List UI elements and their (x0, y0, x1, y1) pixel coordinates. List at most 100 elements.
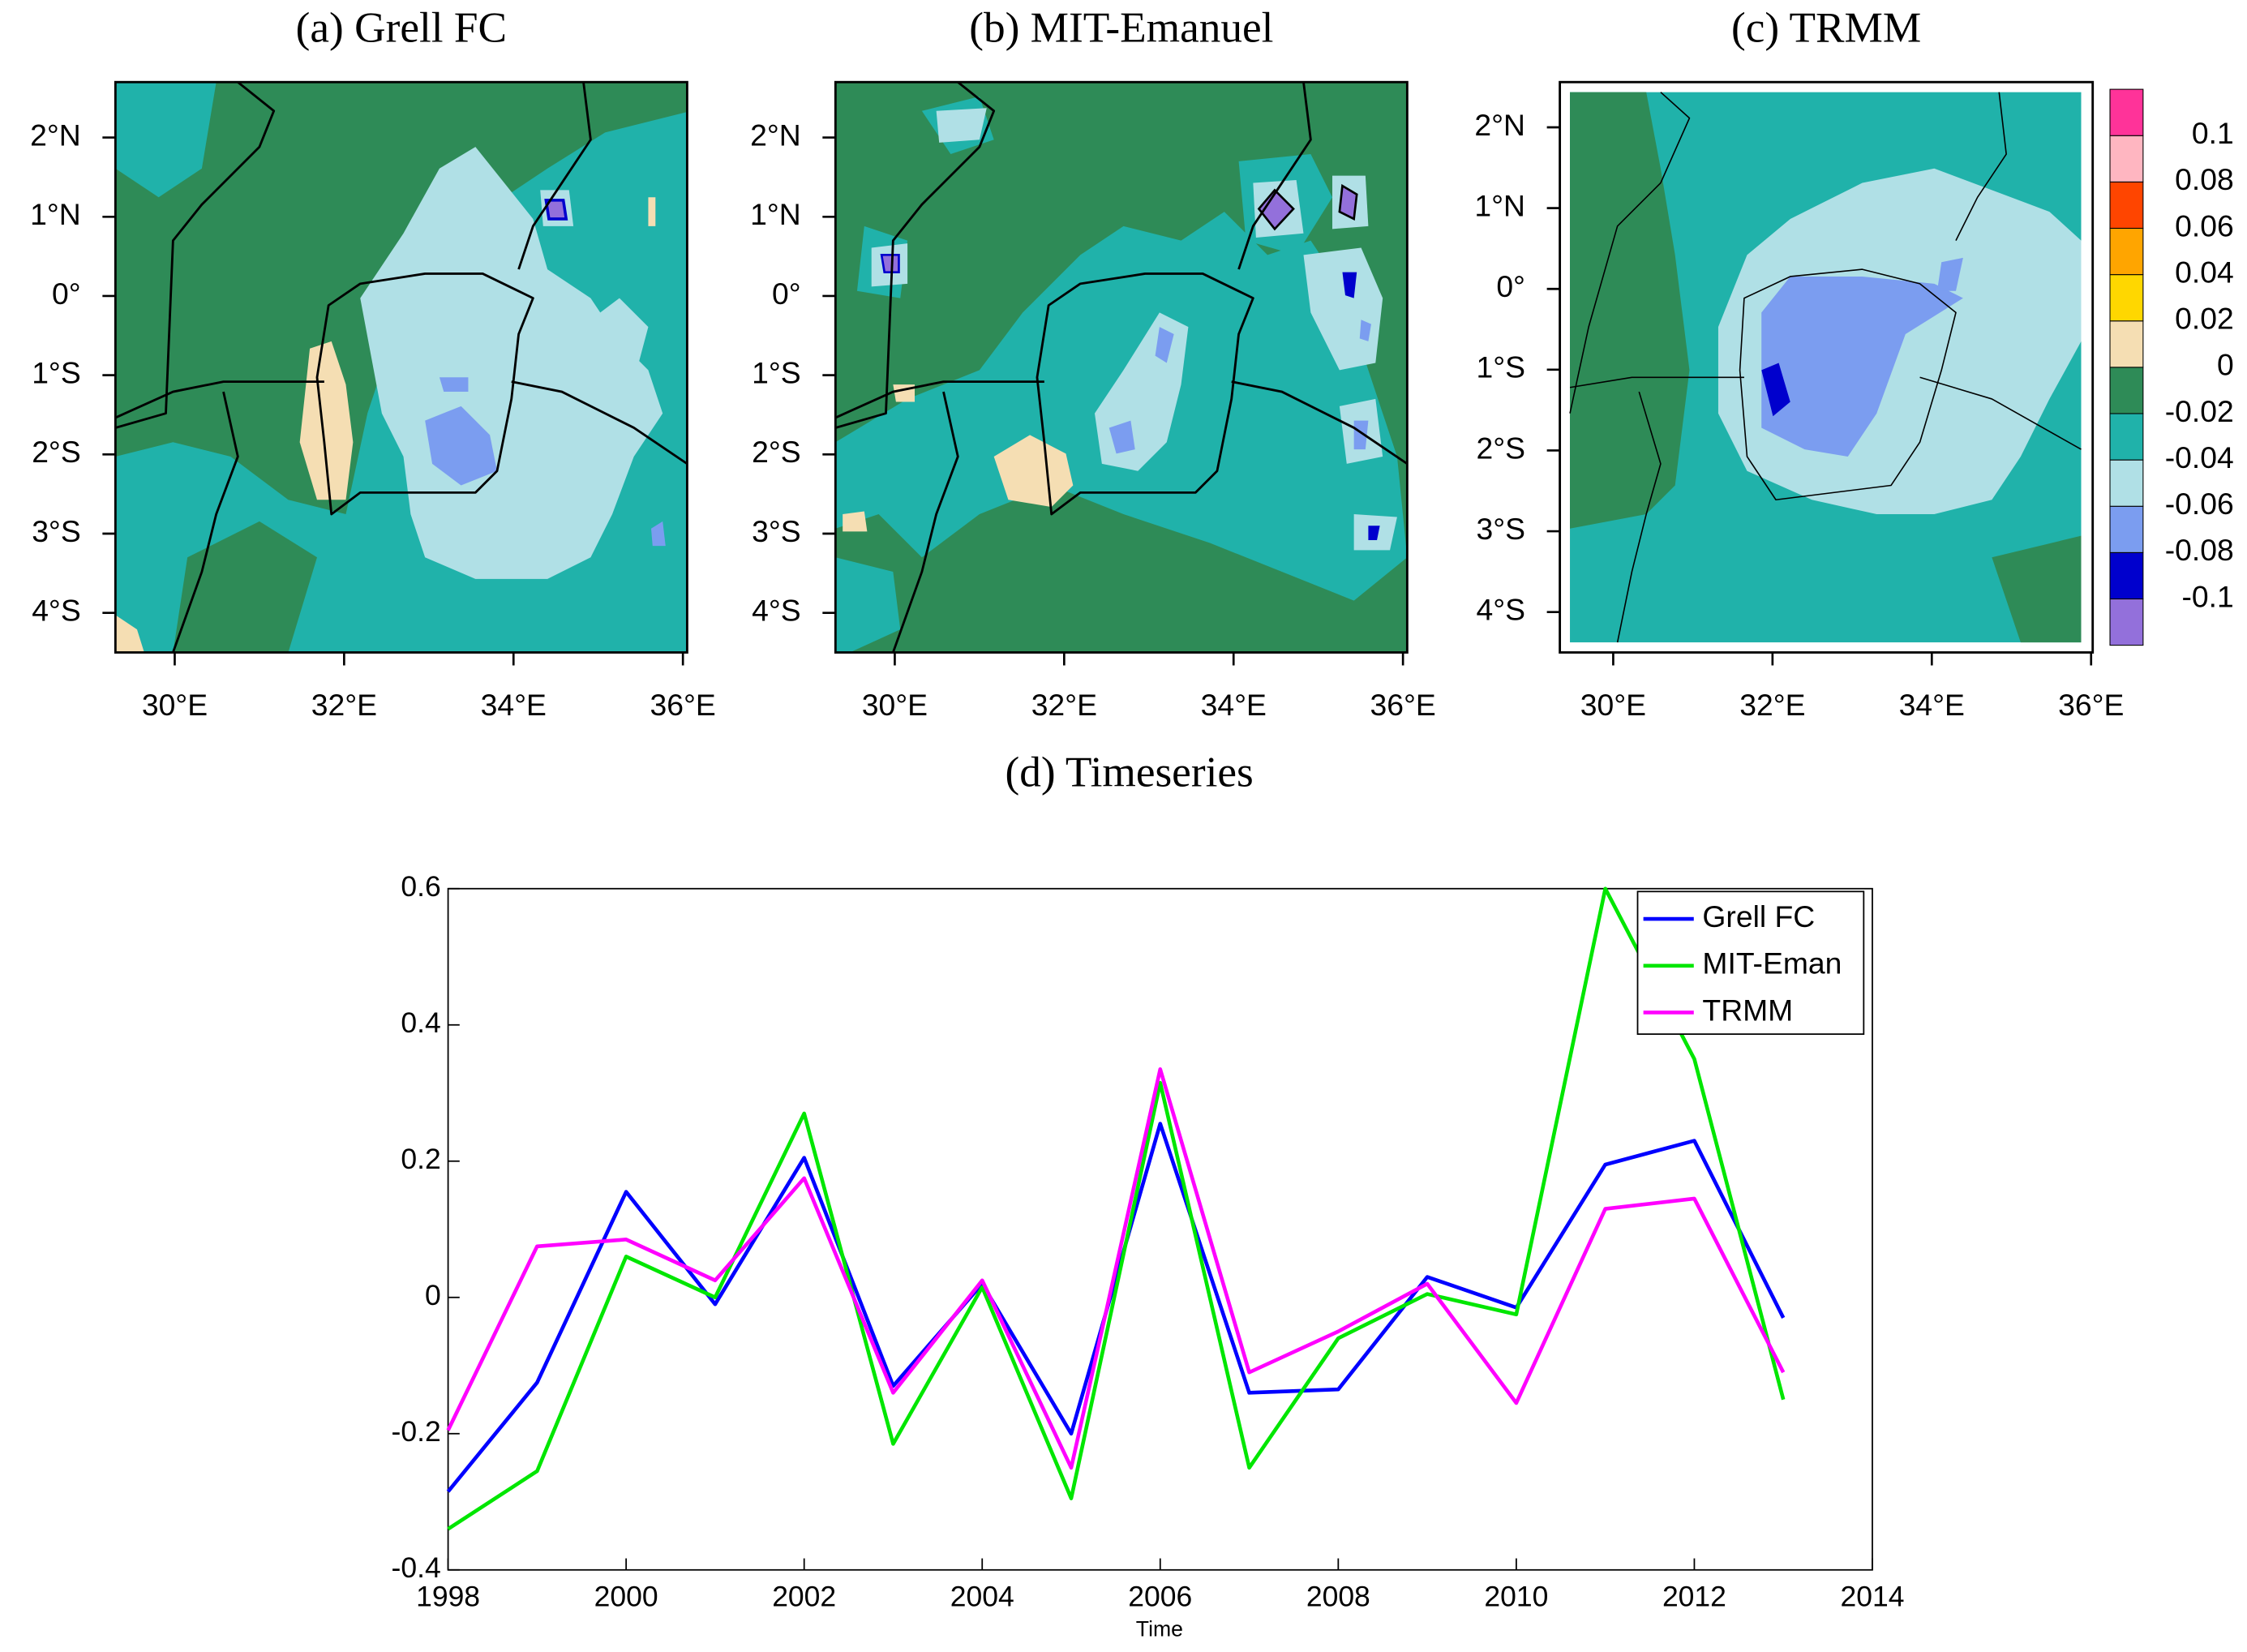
chart-title: (d) Timeseries (1005, 748, 1253, 796)
x-tick-label: 2010 (1484, 1581, 1548, 1613)
data-line (446, 1122, 1786, 1493)
colorbar-box (2109, 320, 2144, 368)
contour-field (835, 82, 1408, 653)
colorbar-label: 0.06 (2175, 208, 2234, 242)
colorbar-box (2109, 88, 2144, 136)
border-line (1919, 376, 2082, 450)
legend-label: Grell FC (1702, 899, 1815, 933)
border-line (835, 380, 1044, 419)
y-tick-label: 0° (772, 277, 801, 311)
colorbar-label: -0.02 (2165, 394, 2234, 428)
contour-region (650, 521, 666, 547)
x-tick-label: 36°E (2058, 688, 2124, 722)
colorbar-box (2109, 459, 2144, 507)
contour-region (1368, 526, 1380, 540)
y-tick-label: 3°S (1476, 512, 1525, 546)
y-tick-label: 4°S (1476, 593, 1525, 627)
colorbar-label: -0.06 (2165, 487, 2234, 521)
contour-region (1936, 257, 1963, 291)
y-tick-label: 0° (1496, 269, 1525, 303)
border-line (115, 380, 324, 419)
contour-region (173, 521, 317, 653)
colorbar-box (2109, 551, 2144, 600)
y-tick-label: 0.2 (401, 1143, 440, 1175)
contour-region (1570, 92, 1690, 529)
colorbar-box (2109, 181, 2144, 230)
x-axis-label: Time (1136, 1616, 1183, 1641)
border-line (1616, 391, 1662, 643)
border-line (511, 380, 688, 466)
x-tick-label: 32°E (311, 688, 377, 722)
colorbar-label: -0.08 (2165, 533, 2234, 567)
map-title: (c) TRMM (1731, 3, 1921, 51)
border-line (1231, 380, 1408, 466)
x-tick-label: 34°E (1201, 688, 1267, 722)
contour-region (936, 108, 987, 143)
colorbar-label: 0.04 (2175, 255, 2234, 289)
contour-region (439, 377, 469, 393)
y-tick-label: 0° (52, 277, 81, 311)
y-tick-label: 2°S (1476, 431, 1525, 465)
x-tick-label: 32°E (1739, 688, 1805, 722)
contour-region (843, 511, 868, 532)
x-tick-label: 34°E (1899, 688, 1965, 722)
map-frame (834, 80, 1409, 654)
map-title: (b) MIT-Emanuel (969, 3, 1273, 51)
contour-field (115, 82, 688, 653)
contour-region (1761, 363, 1790, 417)
contour-region (1761, 276, 1963, 457)
y-tick-label: 2°N (30, 118, 81, 152)
x-tick-label: 2014 (1840, 1581, 1904, 1613)
colorbar-label: 0.08 (2175, 162, 2234, 196)
contour-region (1992, 535, 2082, 643)
border-line (1955, 92, 2007, 241)
legend-box (1636, 890, 1865, 1036)
x-tick-label: 1998 (416, 1581, 480, 1613)
legend-label: MIT-Eman (1702, 946, 1842, 980)
colorbar-box (2109, 505, 2144, 553)
y-tick-label: 2°N (1474, 108, 1525, 142)
x-tick-label: 2008 (1306, 1581, 1370, 1613)
x-tick-label: 36°E (1370, 688, 1436, 722)
x-tick-label: 30°E (142, 688, 208, 722)
x-tick-label: 2000 (594, 1581, 658, 1613)
y-tick-label: 1°S (1476, 350, 1525, 384)
y-tick-label: 0 (425, 1279, 441, 1311)
contour-region (835, 557, 901, 653)
y-tick-label: 2°S (32, 435, 81, 469)
contour-region (1359, 320, 1371, 341)
x-tick-label: 34°E (481, 688, 547, 722)
colorbar-box (2109, 135, 2144, 182)
colorbar-label: 0 (2217, 348, 2234, 382)
contour-region (1155, 327, 1174, 363)
contour-region (1353, 420, 1369, 450)
border-line (315, 272, 534, 516)
contour-region (648, 197, 656, 226)
y-tick-label: 3°S (752, 514, 801, 548)
colorbar-label: -0.1 (2181, 579, 2233, 613)
x-tick-label: 36°E (650, 688, 716, 722)
y-tick-label: 4°S (32, 594, 81, 628)
border-line (115, 82, 276, 429)
border-line (1237, 82, 1312, 270)
contour-field (1559, 82, 2093, 653)
contour-region (115, 615, 144, 653)
y-tick-label: 4°S (752, 594, 801, 628)
x-tick-label: 2012 (1662, 1581, 1726, 1613)
y-tick-label: 1°S (32, 355, 81, 389)
contour-region (880, 254, 900, 273)
colorbar-box (2109, 413, 2144, 461)
colorbar-box (2109, 227, 2144, 276)
border-line (892, 391, 959, 653)
legend-label: TRMM (1702, 993, 1793, 1027)
border-line (172, 391, 239, 653)
map-title: (a) Grell FC (296, 3, 507, 51)
y-tick-label: 2°N (750, 118, 801, 152)
contour-region (1342, 272, 1357, 298)
border-line (835, 82, 996, 429)
border-line (1739, 268, 1957, 501)
y-tick-label: 0.4 (401, 1006, 440, 1039)
contour-region (1338, 183, 1358, 221)
